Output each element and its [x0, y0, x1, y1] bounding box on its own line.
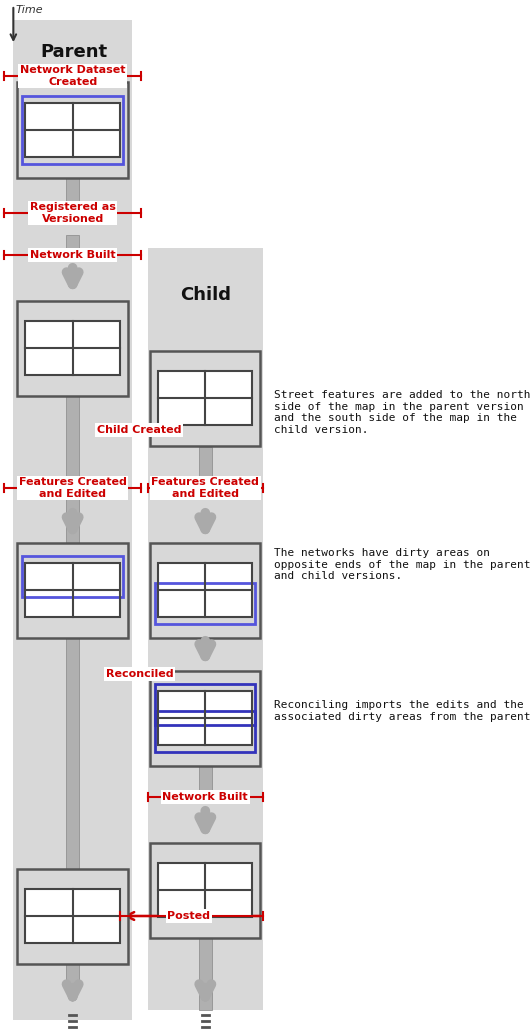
- Bar: [25, 321, 120, 376]
- Bar: [151, 671, 260, 766]
- Bar: [158, 563, 253, 617]
- Bar: [158, 718, 253, 745]
- Bar: [155, 583, 255, 625]
- Bar: [151, 843, 260, 937]
- Bar: [158, 862, 253, 918]
- Bar: [17, 300, 128, 395]
- Bar: [25, 590, 120, 617]
- Bar: [25, 321, 120, 376]
- Bar: [158, 370, 253, 425]
- Bar: [17, 82, 128, 177]
- Text: Network Dataset
Created: Network Dataset Created: [20, 65, 126, 86]
- Bar: [66, 395, 79, 985]
- Text: Child: Child: [180, 286, 231, 304]
- Text: Reconciling imports the edits and the
associated dirty areas from the parent.: Reconciling imports the edits and the as…: [274, 700, 532, 721]
- Bar: [158, 563, 253, 590]
- Bar: [25, 103, 120, 157]
- Bar: [151, 542, 260, 638]
- Text: Child Created: Child Created: [97, 425, 181, 435]
- Bar: [198, 447, 212, 478]
- Text: Features Created
and Edited: Features Created and Edited: [19, 477, 127, 499]
- Bar: [158, 590, 253, 617]
- Bar: [25, 103, 120, 157]
- Text: Parent: Parent: [40, 43, 107, 61]
- Bar: [66, 235, 79, 248]
- Bar: [25, 563, 120, 590]
- Text: Reconciled: Reconciled: [105, 669, 173, 679]
- Bar: [22, 556, 123, 597]
- Bar: [66, 178, 79, 205]
- Bar: [13, 20, 132, 1020]
- Bar: [155, 711, 255, 752]
- Bar: [198, 937, 212, 1010]
- Bar: [25, 889, 120, 944]
- Bar: [151, 351, 260, 446]
- Bar: [158, 862, 253, 918]
- Bar: [17, 542, 128, 638]
- Bar: [158, 690, 253, 745]
- Bar: [148, 248, 263, 1010]
- Bar: [198, 765, 212, 790]
- Text: Time: Time: [15, 5, 43, 15]
- Text: Network Built: Network Built: [162, 792, 248, 802]
- Bar: [155, 683, 255, 725]
- Bar: [22, 96, 123, 165]
- Text: Posted: Posted: [168, 911, 211, 921]
- Bar: [17, 868, 128, 963]
- Text: Features Created
and Edited: Features Created and Edited: [152, 477, 259, 499]
- Text: Network Built: Network Built: [30, 250, 115, 260]
- Bar: [25, 563, 120, 617]
- Bar: [158, 370, 253, 425]
- Bar: [158, 690, 253, 718]
- Bar: [25, 889, 120, 944]
- Text: Registered as
Versioned: Registered as Versioned: [30, 203, 115, 223]
- Text: Street features are added to the north
side of the map in the parent version
and: Street features are added to the north s…: [274, 390, 531, 435]
- Text: The networks have dirty areas on
opposite ends of the map in the parent
and chil: The networks have dirty areas on opposit…: [274, 548, 531, 581]
